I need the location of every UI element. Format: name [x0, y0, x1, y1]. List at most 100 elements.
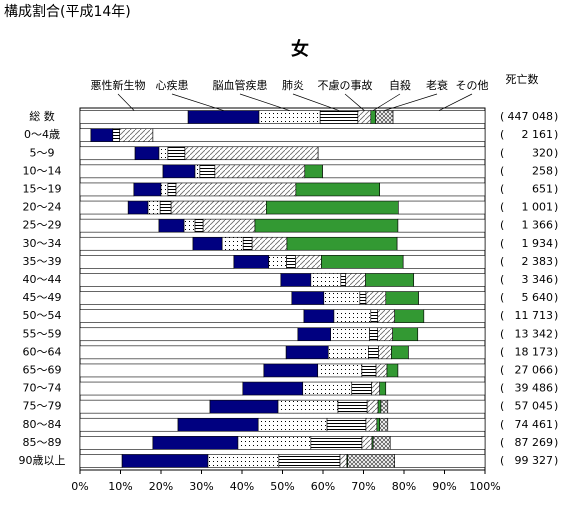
- bar-segment: [170, 200, 267, 215]
- bar-segment: [375, 110, 394, 124]
- deaths-value: 5 640: [522, 291, 554, 304]
- deaths-value: 39 486: [515, 382, 554, 395]
- bar-segment: [394, 454, 486, 468]
- deaths-bracket: ): [554, 164, 558, 177]
- deaths-bracket: (: [500, 128, 504, 141]
- deaths-bracket: ): [554, 436, 558, 449]
- bar-segment: [119, 128, 154, 142]
- x-tick-label: 20%: [149, 480, 173, 493]
- x-tick-label: 70%: [351, 480, 375, 493]
- deaths-value: 447 048: [508, 110, 554, 123]
- bar-segment: [158, 146, 169, 161]
- bar-segment: [79, 146, 136, 161]
- x-tick-label: 80%: [392, 480, 416, 493]
- bar-segment: [369, 327, 378, 342]
- bar-segment: [302, 381, 353, 396]
- deaths-bracket: ): [554, 273, 558, 286]
- bar-segment: [295, 255, 322, 269]
- bar-segment: [133, 182, 162, 197]
- deaths-bracket: (: [500, 110, 504, 123]
- bar-segment: [79, 363, 265, 378]
- bar-segment: [295, 182, 380, 197]
- legend-label: 老衰: [426, 78, 448, 92]
- deaths-bracket: (: [500, 418, 504, 431]
- bar-segment: [394, 309, 425, 323]
- bar-segment: [286, 255, 296, 269]
- bar-segment: [160, 182, 169, 197]
- bar-segment: [321, 255, 404, 269]
- bar-segment: [159, 200, 172, 215]
- bar-segment: [291, 291, 325, 305]
- bar-segment: [391, 345, 409, 360]
- bar-segment: [317, 363, 363, 378]
- bar-segment: [366, 399, 379, 414]
- deaths-value: 57 045: [515, 400, 554, 413]
- leader-line: [239, 93, 290, 111]
- category-label: 65～69: [23, 363, 62, 376]
- legend-label: 悪性新生物: [91, 78, 146, 92]
- leader-line: [171, 93, 224, 111]
- x-tick-label: 100%: [469, 480, 500, 493]
- deaths-bracket: (: [500, 345, 504, 358]
- deaths-value: 651: [532, 182, 553, 195]
- bar-segment: [79, 273, 282, 287]
- bar-segment: [408, 345, 486, 360]
- deaths-bracket: ): [554, 110, 558, 123]
- bar-segment: [79, 436, 154, 450]
- deaths-value: 2 383: [522, 255, 554, 268]
- bar-segment: [209, 399, 279, 414]
- deaths-value: 99 327: [515, 454, 554, 467]
- deaths-value: 74 461: [515, 418, 554, 431]
- category-label: 20～24: [23, 201, 62, 214]
- deaths-bracket: (: [500, 400, 504, 413]
- bar-segment: [375, 363, 388, 378]
- bar-segment: [327, 345, 369, 360]
- legend-label: その他: [456, 79, 489, 92]
- bar-segment: [337, 399, 368, 414]
- bar-segment: [214, 164, 306, 179]
- bar-segment: [340, 273, 346, 287]
- legend-label: 心疾患: [156, 78, 189, 92]
- bar-segment: [251, 236, 288, 251]
- bar-segment: [326, 417, 367, 432]
- bar-segment: [263, 363, 319, 378]
- deaths-bracket: (: [500, 327, 504, 340]
- bar-segment: [79, 236, 194, 251]
- bar-segment: [192, 236, 223, 251]
- bar-segment: [376, 417, 380, 432]
- deaths-bracket: ): [554, 182, 558, 195]
- legend-label: 自殺: [389, 78, 411, 92]
- deaths-bracket: (: [500, 182, 504, 195]
- deaths-bracket: (: [500, 291, 504, 304]
- legend-label: 不慮の事故: [318, 78, 373, 92]
- bar-segment: [385, 291, 419, 305]
- legend-label: 脳血管疾患: [213, 78, 268, 92]
- deaths-bracket: ): [554, 146, 558, 159]
- bar-segment: [134, 146, 160, 161]
- bar-segment: [423, 309, 486, 323]
- bar-segment: [167, 146, 186, 161]
- deaths-value: 11 713: [515, 309, 554, 322]
- deaths-value: 13 342: [515, 327, 554, 340]
- bar-segment: [242, 236, 253, 251]
- deaths-value: 1 001: [522, 201, 554, 214]
- bar-segment: [386, 363, 399, 378]
- bar-segment: [277, 399, 339, 414]
- bar-segment: [233, 255, 270, 269]
- bar-segment: [379, 182, 486, 197]
- deaths-value: 320: [532, 146, 553, 159]
- deaths-bracket: (: [500, 309, 504, 322]
- deaths-bracket: (: [500, 201, 504, 214]
- bar-segment: [297, 327, 331, 342]
- deaths-header: 死亡数: [506, 72, 539, 86]
- deaths-bracket: ): [554, 363, 558, 376]
- bar-segment: [79, 164, 164, 179]
- category-label: 55～59: [23, 327, 62, 340]
- bar-segment: [396, 236, 486, 251]
- deaths-value: 1 366: [522, 219, 554, 232]
- deaths-bracket: (: [500, 146, 504, 159]
- deaths-bracket: (: [500, 237, 504, 250]
- bar-segment: [199, 164, 216, 179]
- deaths-bracket: ): [554, 237, 558, 250]
